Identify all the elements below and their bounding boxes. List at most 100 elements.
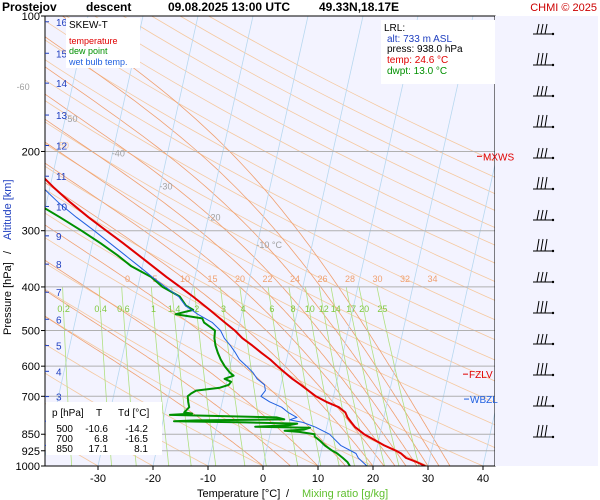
temperature-tick-label: -30 [90, 473, 106, 485]
mixing-ratio-label: 14 [331, 304, 341, 314]
y-axis-title-separator: / [2, 250, 14, 254]
x-axis-title-separator: / [286, 488, 290, 500]
dry-adiabat-line [45, 165, 495, 404]
wbzl-marker-label: WBZL [470, 395, 498, 406]
temperature-tick-label: 20 [367, 473, 379, 485]
y-axis-title: Pressure [hPa] [2, 262, 14, 335]
y-axis-title-altitude: Altitude [km] [2, 179, 14, 240]
isotherm-label: -40 [112, 148, 125, 158]
dry-adiabat-line [45, 20, 495, 264]
moist-adiabat-label: 24 [290, 274, 300, 284]
temperature-tick-label: 30 [422, 473, 434, 485]
levels-row-500-td: -14.2 [125, 424, 148, 435]
moist-adiabat-label: 10 [180, 274, 190, 284]
levels-header-p: p [hPa] [52, 408, 84, 419]
moist-adiabat-label: 28 [345, 274, 355, 284]
pressure-tick-label: 925 [22, 446, 40, 458]
dry-adiabat-line [45, 100, 495, 341]
moist-adiabat-label: 0 [125, 274, 130, 284]
levels-row-850-td: 8.1 [134, 444, 148, 455]
wind-barb [533, 209, 555, 222]
lrl-box [381, 20, 495, 84]
legend-item-temperature: temperature [69, 36, 118, 46]
pressure-tick-label: 300 [22, 226, 40, 238]
lrl-title: LRL: [384, 23, 405, 34]
wetbulb-line [45, 188, 368, 466]
moist-adiabat-label: 30 [373, 274, 383, 284]
dry-adiabat-line [45, 188, 495, 426]
isotherm-line [152, 16, 254, 466]
isotherm-label: -60 [17, 82, 30, 92]
wind-barb [533, 300, 555, 315]
legend-item-dewpoint: dew point [69, 46, 108, 56]
altitude-tick-label: 8 [56, 260, 62, 271]
mixing-ratio-label: 1 [151, 304, 156, 314]
mxws-marker-label: MXWS [483, 152, 514, 163]
mixing-ratio-label: 0.6 [117, 304, 130, 314]
mixing-ratio-label: 0.4 [94, 304, 107, 314]
chart-title-mode: descent [86, 0, 131, 14]
moist-adiabat-label: 34 [428, 274, 438, 284]
pressure-tick-label: 400 [22, 282, 40, 294]
moist-adiabat-label: 15 [208, 274, 218, 284]
altitude-tick-label: 11 [56, 172, 67, 183]
moist-adiabat-label: 26 [318, 274, 328, 284]
wind-barb [533, 52, 555, 67]
lrl-press: press: 938.0 hPa [387, 44, 463, 55]
altitude-tick-label: 15 [56, 49, 68, 60]
wind-barb [533, 238, 555, 253]
lrl-alt: alt: 733 m ASL [387, 34, 452, 45]
levels-row-850-p: 850 [56, 444, 73, 455]
dry-adiabat-line [45, 59, 495, 301]
wind-barb [533, 271, 555, 284]
legend-item-wetbulb: wet bulb temp. [68, 57, 128, 67]
chart-title-location: 49.33N,18.17E [319, 0, 399, 14]
altitude-tick-label: 9 [56, 232, 62, 243]
credit-label: CHMI © 2025 [530, 2, 597, 14]
isotherm-line [97, 16, 199, 466]
isotherm-line [427, 162, 495, 466]
isotherm-line [207, 16, 309, 466]
pressure-tick-label: 500 [22, 326, 40, 338]
mixing-ratio-label: 12 [319, 304, 329, 314]
chart-title-station: Prostejov [2, 0, 57, 14]
dry-adiabat-line [94, 16, 495, 229]
wind-barb [533, 362, 555, 377]
pressure-tick-label: 200 [22, 146, 40, 158]
temperature-tick-label: -20 [145, 473, 161, 485]
mixing-ratio-label: 0.2 [57, 304, 70, 314]
altitude-tick-label: 16 [56, 18, 68, 29]
temperature-line [45, 177, 426, 466]
dry-adiabat-label: 50 [59, 140, 69, 150]
wind-barb [533, 147, 555, 160]
wind-barb [533, 85, 555, 98]
moist-adiabat-label: 22 [263, 274, 273, 284]
wind-barb [533, 333, 555, 346]
moist-adiabat-label: 20 [235, 274, 245, 284]
legend-title: SKEW-T [69, 20, 108, 31]
isotherm-line [262, 16, 364, 466]
levels-row-700-td: -16.5 [125, 434, 148, 445]
altitude-tick-label: 4 [56, 367, 62, 378]
isotherm-label: -20 [208, 213, 221, 223]
chart-title-datetime: 09.08.2025 13:00 UTC [168, 0, 290, 14]
altitude-tick-label: 6 [56, 315, 62, 326]
dry-adiabat-line [45, 143, 495, 382]
levels-header-td: Td [°C] [118, 408, 149, 419]
mixing-ratio-label: 3 [221, 304, 226, 314]
levels-row-850-t: 17.1 [89, 444, 109, 455]
isotherm-line [317, 16, 419, 466]
pressure-tick-label: 850 [22, 429, 40, 441]
altitude-tick-label: 13 [56, 111, 68, 122]
altitude-tick-label: 5 [56, 342, 62, 353]
dry-adiabat-line [65, 16, 495, 246]
lrl-dwpt: dwpt: 13.0 °C [387, 66, 447, 77]
levels-row-700-p: 700 [56, 434, 73, 445]
temperature-tick-label: 40 [477, 473, 489, 485]
altitude-tick-label: 14 [56, 79, 68, 90]
mixing-ratio-label: 4 [241, 304, 246, 314]
moist-adiabat-label: 32 [400, 274, 410, 284]
pressure-tick-label: 100 [22, 11, 40, 23]
mixing-ratio-label: 17 [346, 304, 356, 314]
